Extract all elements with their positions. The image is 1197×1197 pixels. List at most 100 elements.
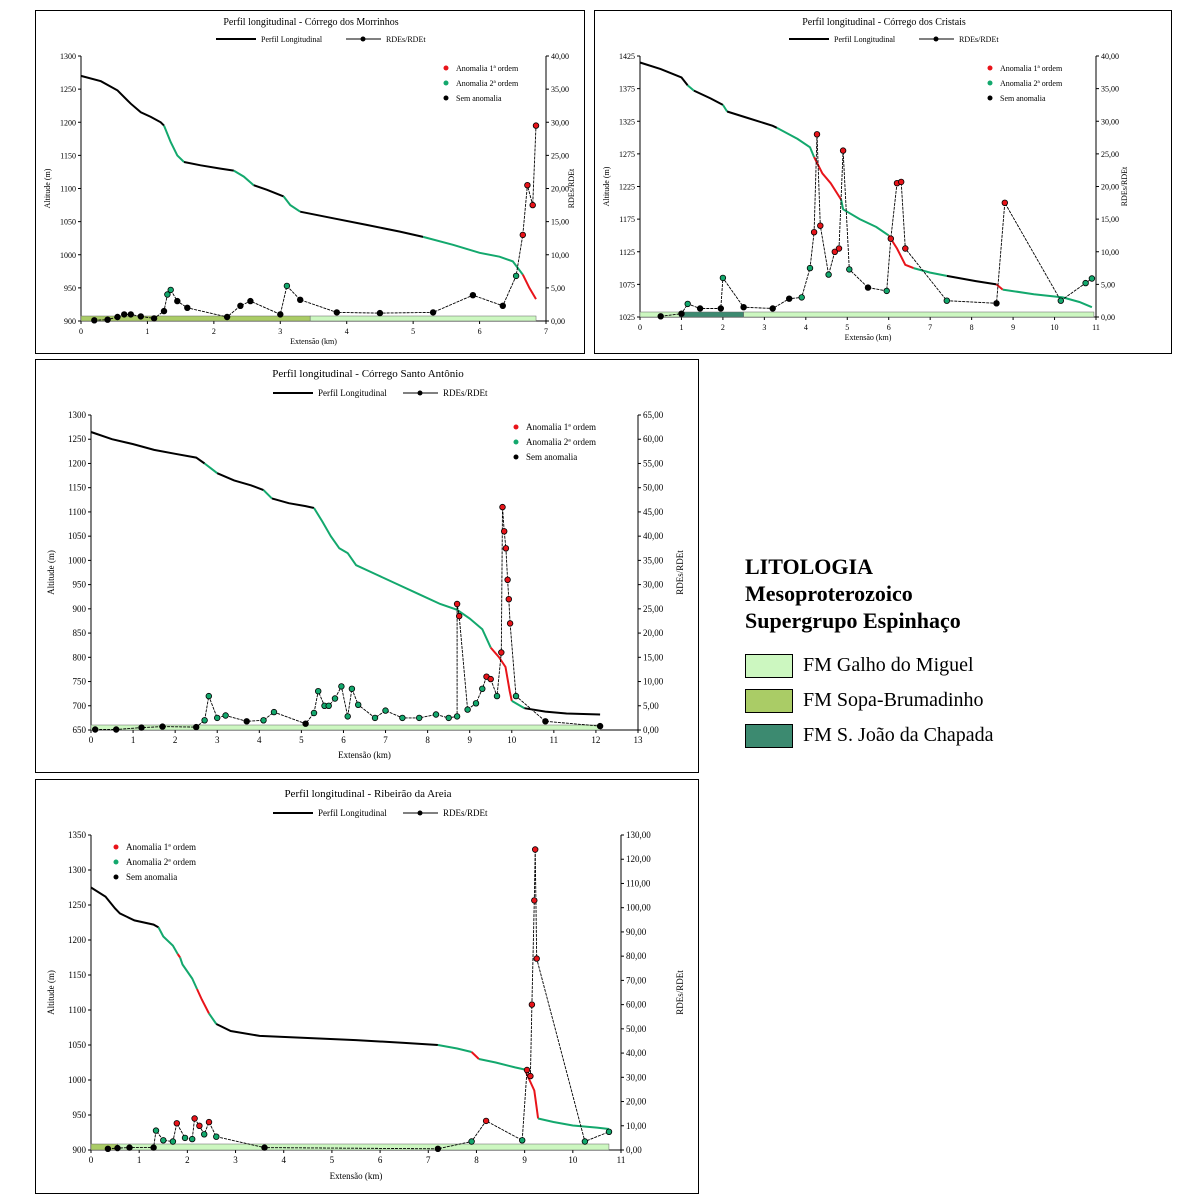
y2-tick-label: 40,00 bbox=[643, 531, 664, 541]
y2-tick-label: 35,00 bbox=[1101, 85, 1119, 94]
legend-none-marker bbox=[443, 95, 449, 101]
legend-first-marker bbox=[513, 424, 519, 430]
profile-segment bbox=[470, 1051, 480, 1060]
y-tick-label: 1250 bbox=[68, 900, 87, 910]
rdes-point bbox=[1082, 279, 1089, 287]
rdes-point bbox=[493, 692, 501, 700]
rdes-point bbox=[237, 302, 244, 309]
rdes-point bbox=[260, 717, 267, 724]
chart-panel-santo-antonio: Perfil longitudinal - Córrego Santo Antô… bbox=[35, 359, 699, 773]
x-tick-label: 2 bbox=[721, 323, 725, 332]
y2-tick-label: 60,00 bbox=[626, 1000, 647, 1010]
x-tick-label: 6 bbox=[478, 327, 482, 336]
rdes-point bbox=[150, 1144, 157, 1151]
rdes-point bbox=[453, 713, 461, 720]
y-axis-label: Altitude (m) bbox=[46, 550, 56, 595]
y2-tick-label: 20,00 bbox=[643, 628, 664, 638]
x-tick-label: 8 bbox=[474, 1155, 479, 1165]
lithology-era: Mesoproterozoico bbox=[745, 581, 913, 606]
rdes-point bbox=[213, 1133, 220, 1140]
profile-segment bbox=[176, 953, 181, 959]
x-tick-label: 2 bbox=[212, 327, 216, 336]
lithology-bar-galho bbox=[743, 311, 1095, 318]
rdes-point bbox=[112, 726, 120, 733]
y-tick-label: 1050 bbox=[60, 218, 76, 227]
chart-panel-cristais: Perfil longitudinal - Córrego dos Crista… bbox=[594, 10, 1172, 354]
rdes-point bbox=[898, 178, 905, 186]
y-tick-label: 1275 bbox=[619, 150, 635, 159]
y-tick-label: 950 bbox=[73, 1110, 87, 1120]
rdes-point bbox=[657, 313, 664, 320]
y-tick-label: 1300 bbox=[68, 865, 87, 875]
y-tick-label: 1300 bbox=[68, 410, 87, 420]
x-tick-label: 8 bbox=[425, 735, 430, 745]
y-tick-label: 1250 bbox=[60, 85, 76, 94]
rdes-point bbox=[512, 692, 520, 700]
lithology-swatch bbox=[745, 654, 793, 678]
legend-first-marker bbox=[987, 65, 993, 71]
profile-segment bbox=[90, 431, 206, 465]
x-tick-label: 2 bbox=[173, 735, 178, 745]
x-tick-label: 3 bbox=[215, 735, 220, 745]
rdes-line bbox=[107, 849, 610, 1150]
y2-tick-label: 30,00 bbox=[1101, 117, 1119, 126]
profile-segment bbox=[693, 89, 724, 106]
rdes-line bbox=[95, 507, 601, 730]
y2-axis-label: RDEs/RDEt bbox=[567, 168, 576, 208]
rdes-point bbox=[943, 297, 950, 304]
y2-tick-label: 50,00 bbox=[626, 1024, 647, 1034]
lithology-swatch bbox=[745, 724, 793, 748]
rdes-point bbox=[333, 309, 340, 316]
profile-segment bbox=[282, 195, 301, 213]
legend-none-label: Sem anomalia bbox=[126, 872, 177, 882]
y2-tick-label: 20,00 bbox=[1101, 183, 1119, 192]
y2-tick-label: 70,00 bbox=[626, 975, 647, 985]
lithology-item-sopa: FM Sopa-Brumadinho bbox=[745, 685, 1145, 718]
legend-second-label: Anomalia 2ª ordem bbox=[526, 437, 596, 447]
legend-second-marker bbox=[987, 80, 993, 86]
legend-profile-label: Perfil Longitudinal bbox=[261, 35, 323, 44]
rdes-point bbox=[487, 675, 494, 683]
rdes-point bbox=[277, 311, 284, 318]
rdes-point bbox=[247, 297, 254, 305]
y-tick-label: 1025 bbox=[619, 313, 635, 322]
y-tick-label: 1300 bbox=[60, 52, 76, 61]
profile-segment bbox=[80, 74, 165, 127]
y2-tick-label: 40,00 bbox=[626, 1048, 647, 1058]
rdes-point bbox=[864, 284, 872, 291]
x-tick-label: 9 bbox=[467, 735, 472, 745]
rdes-point bbox=[531, 897, 538, 904]
profile-segment bbox=[422, 235, 524, 276]
rdes-point bbox=[472, 700, 480, 707]
rdes-point bbox=[164, 291, 171, 298]
y2-axis-label: RDEs/RDEt bbox=[675, 550, 685, 595]
profile-segment bbox=[887, 234, 914, 270]
rdes-point bbox=[200, 1131, 208, 1138]
y2-tick-label: 15,00 bbox=[643, 652, 664, 662]
y-axis-label: Altitude (m) bbox=[602, 166, 611, 206]
y-axis-label: Altitude (m) bbox=[43, 168, 52, 208]
profile-segment bbox=[489, 646, 513, 702]
rdes-point bbox=[160, 1137, 167, 1144]
y2-tick-label: 15,00 bbox=[551, 218, 569, 227]
rdes-point bbox=[798, 294, 805, 301]
y2-tick-label: 30,00 bbox=[643, 580, 664, 590]
chart-svg: Perfil longitudinal - Córrego dos Morrin… bbox=[43, 17, 576, 346]
rdes-point bbox=[835, 245, 843, 252]
legend-profile-label: Perfil Longitudinal bbox=[318, 388, 387, 398]
x-tick-label: 2 bbox=[185, 1155, 190, 1165]
profile-segment bbox=[196, 988, 210, 1014]
rdes-point bbox=[297, 296, 304, 303]
rdes-line bbox=[660, 134, 1093, 317]
rdes-point bbox=[581, 1138, 589, 1145]
legend-profile-label: Perfil Longitudinal bbox=[318, 808, 387, 818]
profile-segment bbox=[478, 1058, 525, 1071]
rdes-point bbox=[453, 600, 461, 608]
profile-segment bbox=[313, 507, 492, 649]
x-tick-label: 8 bbox=[970, 323, 974, 332]
rdes-point bbox=[499, 302, 506, 309]
chart-svg: Perfil longitudinal - Córrego Santo Antô… bbox=[46, 368, 685, 760]
rdes-point bbox=[524, 181, 531, 189]
y-tick-label: 1225 bbox=[619, 183, 635, 192]
legend-first-marker bbox=[113, 844, 119, 850]
